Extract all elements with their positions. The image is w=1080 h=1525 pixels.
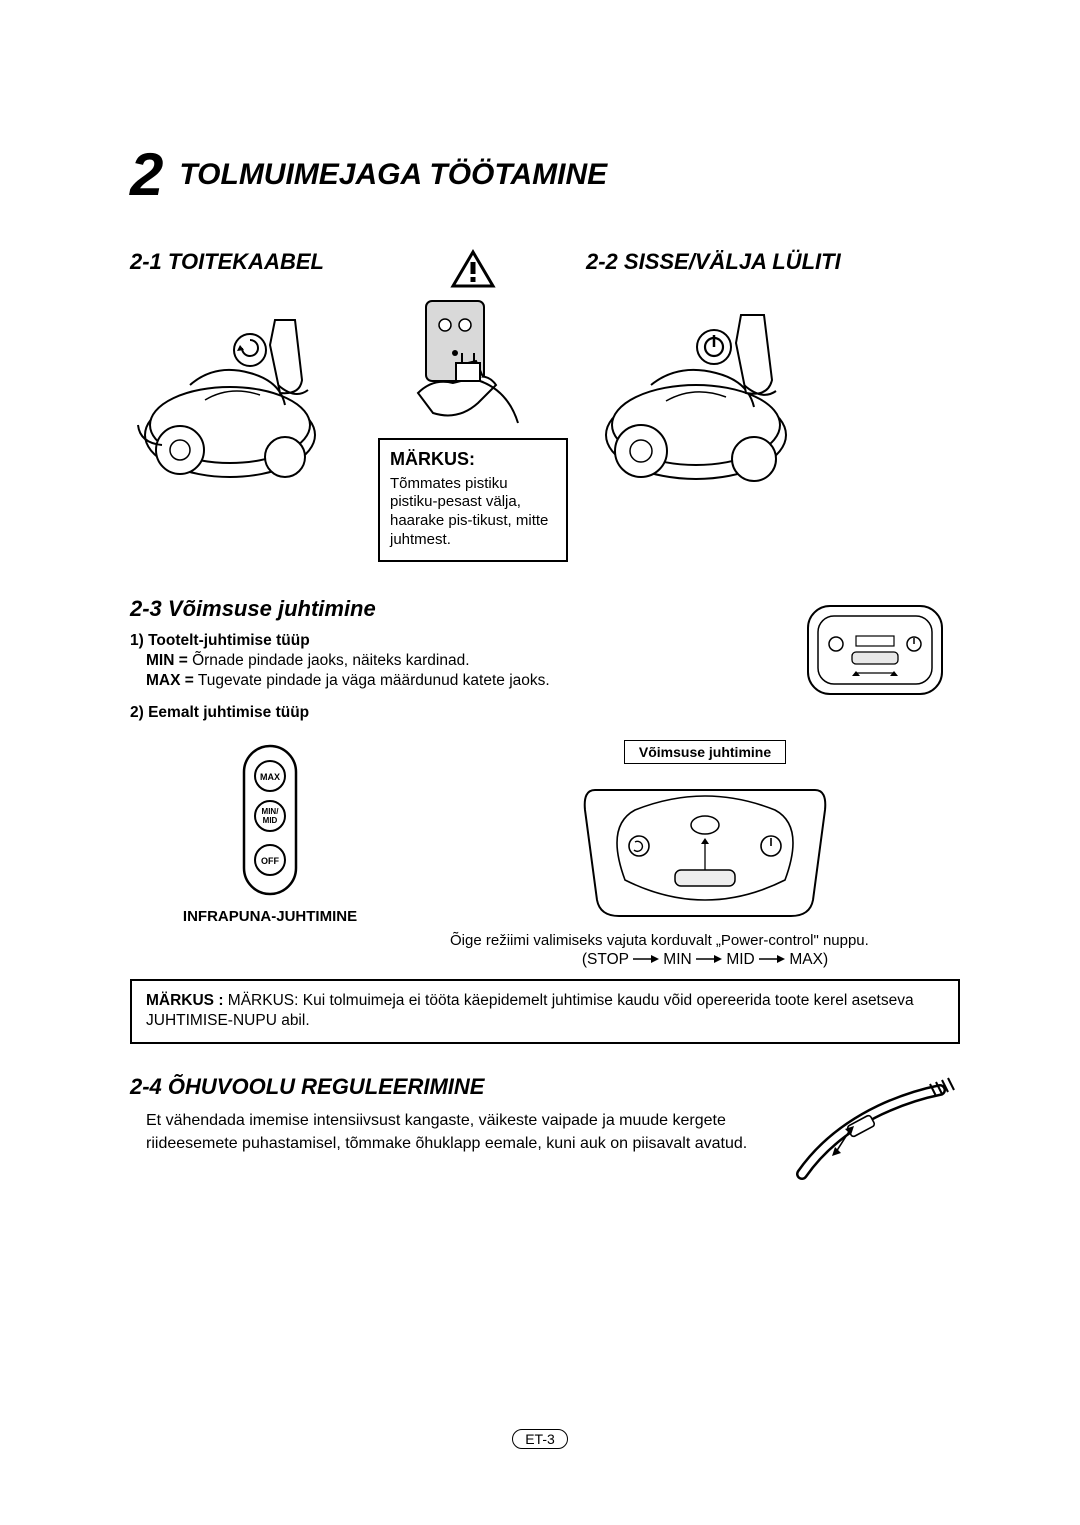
max-text: Tugevate pindade ja väga määrdunud katet… bbox=[194, 672, 550, 689]
section-2-1-title: 2-1 TOITEKAABEL bbox=[130, 249, 360, 275]
arrow-icon bbox=[759, 954, 785, 964]
chapter-number: 2 bbox=[130, 140, 163, 209]
seq-mid: MID bbox=[726, 951, 759, 968]
remote-max-label: MAX bbox=[260, 772, 280, 782]
vacuum-top-large-illustration bbox=[575, 770, 835, 920]
page-footer: ET-3 bbox=[0, 1431, 1080, 1447]
markus-label: MÄRKUS : bbox=[146, 992, 224, 1009]
remote-mid-label: MID bbox=[263, 816, 278, 825]
remote-off-label: OFF bbox=[261, 856, 279, 866]
row-21-22: 2-1 TOITEKAABEL bbox=[130, 249, 960, 562]
remote-control-heading: 2) Eemalt juhtimise tüüp bbox=[130, 704, 768, 722]
max-line: MAX = Tugevate pindade ja väga määrdunud… bbox=[130, 672, 768, 690]
vacuum-top-small-illustration bbox=[790, 596, 960, 706]
page-number: ET-3 bbox=[512, 1429, 568, 1449]
arrow-icon bbox=[696, 954, 722, 964]
markus-body: MÄRKUS: Kui tolmuimeja ei tööta käepidem… bbox=[146, 992, 914, 1030]
min-label: MIN = bbox=[146, 652, 188, 669]
note-box: MÄRKUS: Tõmmates pistiku pistiku-pesast … bbox=[378, 438, 568, 562]
section-2-1: 2-1 TOITEKAABEL bbox=[130, 249, 360, 490]
plug-socket-illustration bbox=[378, 293, 528, 433]
warning-note-block: MÄRKUS: Tõmmates pistiku pistiku-pesast … bbox=[378, 249, 568, 562]
chapter-title: TOLMUIMEJAGA TÖÖTAMINE bbox=[179, 158, 607, 192]
arrow-icon bbox=[633, 954, 659, 964]
airflow-hose-illustration bbox=[790, 1074, 960, 1194]
remote-illustration: MAX MIN/ MID OFF bbox=[230, 740, 310, 900]
note-body: Tõmmates pistiku pistiku-pesast välja, h… bbox=[390, 475, 556, 550]
infrared-label: INFRAPUNA-JUHTIMINE bbox=[183, 908, 357, 925]
chapter-heading: 2 TOLMUIMEJAGA TÖÖTAMINE bbox=[130, 140, 960, 209]
min-text: Õrnade pindade jaoks, näiteks kardinad. bbox=[188, 652, 470, 669]
seq-stop: (STOP bbox=[582, 951, 633, 968]
panel-caption: Võimsuse juhtimine bbox=[624, 740, 786, 764]
min-line: MIN = Õrnade pindade jaoks, näiteks kard… bbox=[130, 652, 768, 670]
warning-triangle-icon bbox=[378, 249, 568, 289]
section-2-4: 2-4 ÕHUVOOLU REGULEERIMINE Et vähendada … bbox=[130, 1074, 960, 1194]
remote-min-label: MIN/ bbox=[262, 807, 280, 816]
mode-hint: Õige režiimi valimiseks vajuta korduvalt… bbox=[450, 932, 960, 949]
section-2-4-title: 2-4 ÕHUVOOLU REGULEERIMINE bbox=[130, 1074, 774, 1100]
section-2-3: 2-3 Võimsuse juhtimine 1) Tootelt-juhtim… bbox=[130, 596, 960, 1045]
seq-min: MIN bbox=[663, 951, 696, 968]
mode-sequence: (STOP MIN MID MAX) bbox=[450, 951, 960, 969]
section-2-2-title: 2-2 SISSE/VÄLJA LÜLITI bbox=[586, 249, 960, 275]
seq-max: MAX) bbox=[789, 951, 828, 968]
body-control-heading: 1) Tootelt-juhtimise tüüp bbox=[130, 632, 768, 650]
panel-column: Võimsuse juhtimine Õige režiimi valimise… bbox=[450, 740, 960, 969]
max-label: MAX = bbox=[146, 672, 194, 689]
vacuum-cord-illustration bbox=[130, 285, 350, 485]
section-2-3-title: 2-3 Võimsuse juhtimine bbox=[130, 596, 768, 622]
section-2-4-body: Et vähendada imemise intensiivsust kanga… bbox=[130, 1110, 774, 1155]
markus-note-box: MÄRKUS : MÄRKUS: Kui tolmuimeja ei tööta… bbox=[130, 979, 960, 1045]
note-label: MÄRKUS: bbox=[390, 448, 556, 471]
vacuum-power-illustration bbox=[586, 285, 816, 485]
remote-column: MAX MIN/ MID OFF INFRAPUNA-JUHTIMINE bbox=[130, 740, 410, 925]
section-2-2: 2-2 SISSE/VÄLJA LÜLITI bbox=[586, 249, 960, 490]
